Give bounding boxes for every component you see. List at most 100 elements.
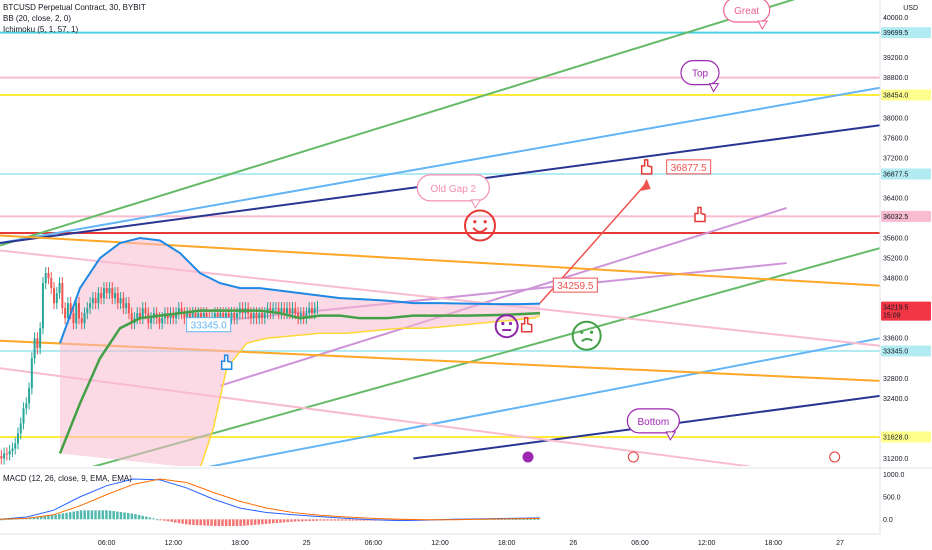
meh-face-icon-eye: [580, 330, 584, 334]
macd-histogram-bar: [184, 519, 188, 525]
macd-histogram-bar: [79, 510, 83, 520]
macd-histogram-bar: [213, 519, 217, 526]
macd-histogram-bar: [155, 519, 159, 521]
candle-body: [75, 303, 78, 324]
candle-body: [249, 313, 252, 319]
candle-body: [291, 308, 294, 314]
macd-histogram-bar: [166, 519, 170, 522]
macd-histogram-bar: [344, 519, 348, 521]
candle-body: [283, 308, 286, 314]
macd-tick-label: 500.0: [883, 494, 901, 501]
macd-histogram-bar: [242, 519, 246, 526]
candle-body: [125, 303, 128, 309]
macd-histogram-bar: [301, 519, 304, 522]
macd-histogram-bar: [72, 511, 76, 520]
candle-body: [180, 308, 183, 314]
macd-histogram-bar: [330, 519, 333, 521]
macd-histogram-bar: [304, 519, 308, 522]
macd-histogram-bar: [333, 519, 337, 521]
ichimoku-indicator-label[interactable]: Ichimoku (5, 1, 57, 1): [3, 25, 79, 34]
candle-body: [130, 313, 133, 324]
candle-body: [188, 313, 191, 319]
us-flag-event-icon: [829, 451, 841, 463]
macd-histogram-bar: [65, 512, 68, 520]
candle-body: [61, 283, 64, 309]
macd-histogram-bar: [290, 519, 293, 522]
macd-histogram-bar: [525, 518, 529, 520]
macd-histogram-bar: [395, 519, 398, 521]
candle-body: [313, 308, 316, 314]
bb-indicator-label[interactable]: BB (20, close, 2, 0): [3, 14, 72, 23]
time-tick-label: 26: [569, 540, 577, 547]
macd-indicator-label[interactable]: MACD (12, 26, close, 9, EMA, EMA): [3, 474, 132, 483]
candle-body: [77, 303, 80, 319]
candle-body: [219, 313, 222, 319]
macd-histogram-bar: [203, 519, 206, 526]
macd-histogram-bar: [264, 519, 268, 524]
candle-body: [44, 273, 47, 284]
macd-histogram-bar: [137, 514, 141, 520]
candle-body: [69, 303, 72, 314]
macd-histogram-bar: [145, 516, 148, 520]
macd-histogram-bar: [141, 515, 144, 520]
candle-body: [0, 455, 3, 459]
price-axis-label-bg: [881, 168, 931, 180]
macd-histogram-bar: [170, 519, 173, 522]
macd-histogram-bar: [250, 519, 253, 526]
bb-upper-line: [59, 236, 541, 344]
macd-histogram-bar: [511, 518, 514, 520]
candle-body: [119, 298, 122, 304]
macd-histogram-bar: [181, 519, 184, 524]
neutral-face-icon: [494, 314, 519, 339]
price-axis-label-bg: [881, 431, 931, 443]
macd-histogram-bar: [228, 519, 231, 526]
macd-histogram-bar: [319, 519, 322, 521]
macd-histogram-bar: [533, 518, 536, 520]
candle-body: [86, 308, 89, 314]
candle-body: [36, 338, 39, 349]
macd-histogram-bar: [536, 518, 540, 520]
candle-body: [297, 313, 300, 319]
macd-histogram-bar: [29, 517, 32, 520]
candle-body: [299, 313, 302, 319]
price-axis-label-bg: [881, 89, 931, 101]
happy-face-icon-eye: [483, 220, 487, 224]
macd-histogram-bar: [529, 518, 532, 520]
trend-line: [0, 0, 796, 247]
candle-body: [30, 358, 33, 389]
candle-body: [227, 313, 230, 319]
candle-body: [144, 308, 147, 314]
macd-histogram-bar: [297, 519, 300, 522]
macd-histogram-bar: [90, 510, 94, 520]
meh-face-icon-eye: [589, 330, 594, 334]
macd-histogram-bar: [54, 514, 57, 520]
candle-body: [58, 283, 61, 294]
macd-histogram-bar: [351, 519, 355, 521]
candle-body: [202, 313, 205, 319]
great-callout-text: Great: [734, 6, 759, 17]
macd-tick-label: 1000.0: [883, 472, 905, 479]
macd-histogram-bar: [112, 511, 115, 520]
meh-face-icon: [571, 320, 602, 351]
projection-arrow-head: [640, 178, 651, 191]
candle-body: [288, 308, 291, 314]
candle-body: [194, 313, 197, 319]
macd-histogram-bar: [0, 519, 3, 521]
candle-body: [310, 308, 313, 314]
price-axis-label: 36877.5: [883, 171, 908, 178]
price-tick-label: 37600.0: [883, 135, 908, 142]
price-axis-label-bg: [881, 309, 931, 321]
macd-pane: [0, 478, 541, 526]
macd-histogram-bar: [279, 519, 282, 523]
price-tick-label: 33600.0: [883, 336, 908, 343]
macd-histogram-bar: [224, 519, 228, 526]
candle-body: [83, 313, 86, 324]
price-label-33345-text: 33345.0: [191, 321, 228, 332]
macd-histogram-bar: [152, 518, 155, 520]
macd-histogram-bar: [159, 519, 163, 521]
candle-body: [197, 313, 200, 319]
price-axis-label-bg: [881, 345, 931, 357]
price-label-33345-box: [186, 317, 232, 333]
candle-body: [14, 443, 17, 449]
